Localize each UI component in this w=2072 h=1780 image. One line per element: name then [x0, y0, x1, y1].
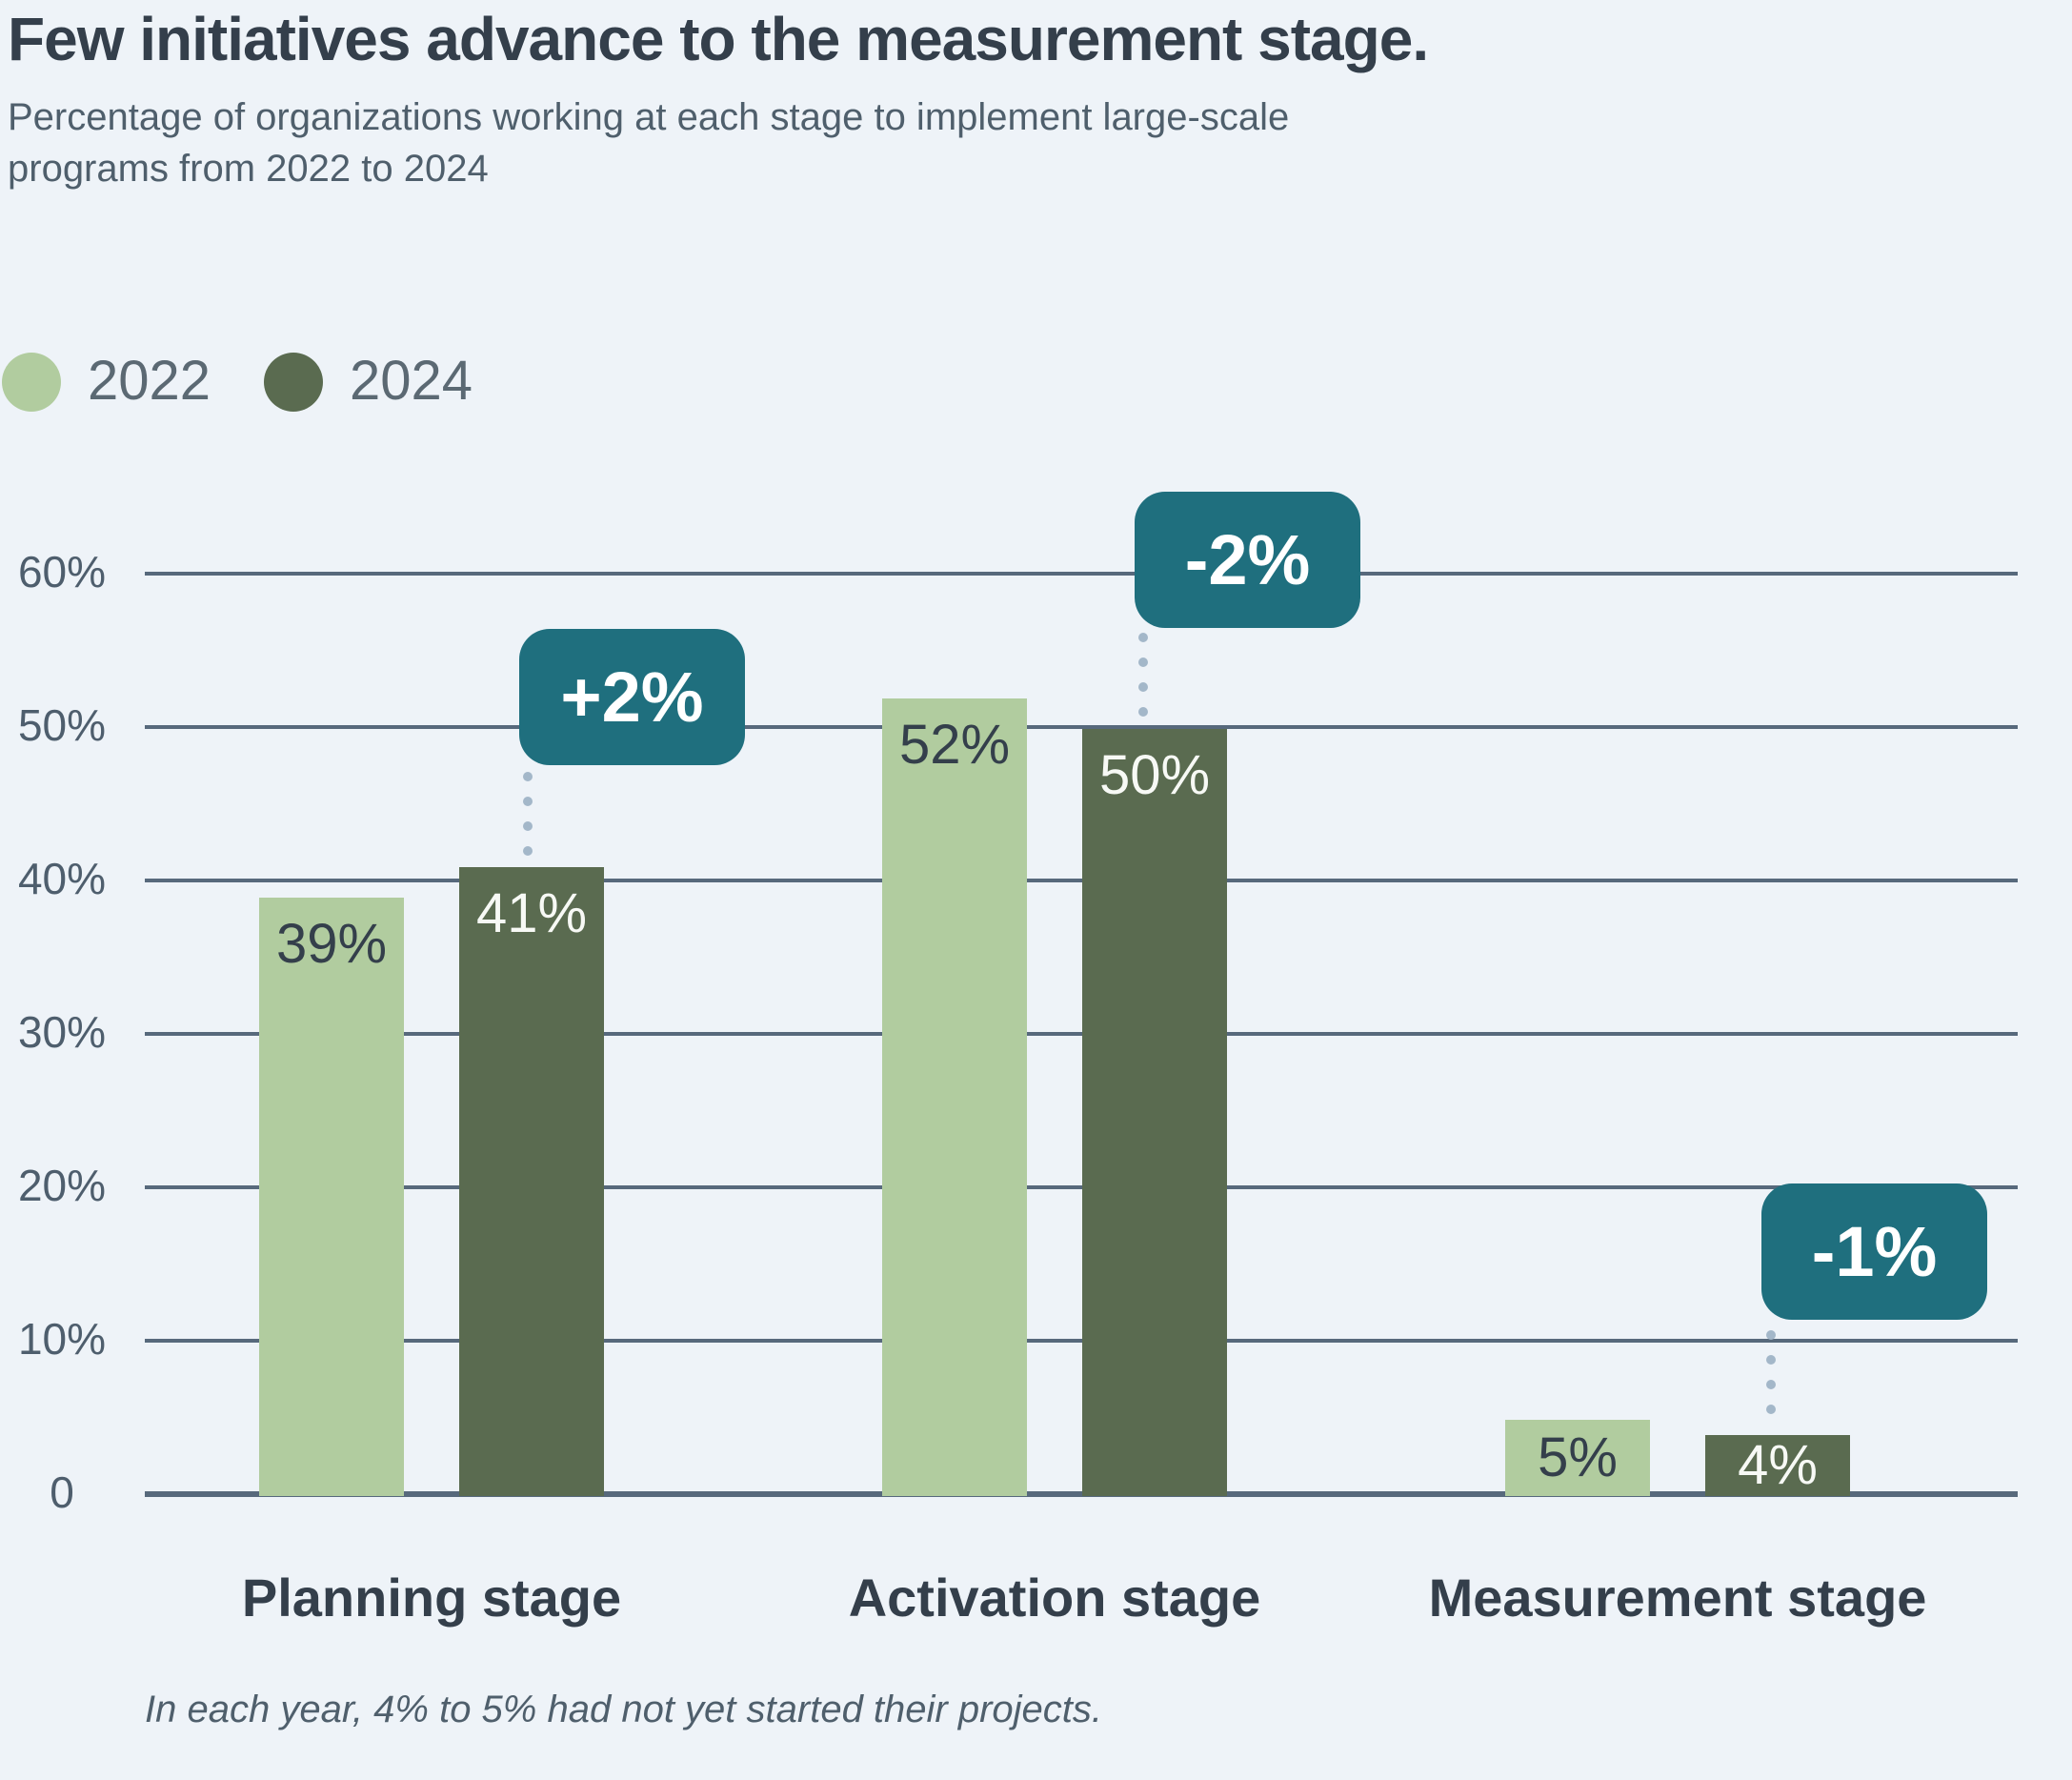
- gridline-60: [145, 572, 2018, 576]
- bar-measurement-2024: 4%: [1705, 1435, 1850, 1496]
- bar-value-label: 39%: [275, 913, 388, 975]
- x-category-label-measurement: Measurement stage: [1428, 1568, 1927, 1628]
- dotted-connector: [523, 772, 533, 856]
- bar-planning-2024: 41%: [459, 867, 604, 1496]
- y-tick-label: 30%: [17, 1007, 107, 1057]
- connector-dot: [1138, 707, 1148, 717]
- axis-baseline: [145, 1491, 2018, 1497]
- bar-value-label: 41%: [475, 882, 588, 944]
- legend-label-2022: 2022: [88, 350, 211, 412]
- delta-badge-measurement: -1%: [1761, 1183, 1987, 1320]
- bar-measurement-2022: 5%: [1505, 1420, 1650, 1496]
- connector-dot: [1766, 1330, 1776, 1340]
- y-tick-label: 40%: [17, 854, 107, 903]
- connector-dot: [1766, 1405, 1776, 1414]
- bar-activation-2024: 50%: [1082, 729, 1227, 1496]
- connector-dot: [1138, 633, 1148, 642]
- connector-dot: [1766, 1380, 1776, 1389]
- page-title: Few initiatives advance to the measureme…: [8, 5, 1429, 73]
- connector-dot: [1138, 682, 1148, 692]
- bar-planning-2022: 39%: [259, 898, 404, 1496]
- connector-dot: [523, 821, 533, 831]
- y-tick-label: 50%: [17, 700, 107, 750]
- connector-dot: [523, 797, 533, 806]
- gridline-20: [145, 1185, 2018, 1189]
- footnote: In each year, 4% to 5% had not yet start…: [145, 1689, 1103, 1730]
- delta-badge-activation: -2%: [1135, 492, 1360, 628]
- y-tick-label: 0: [50, 1467, 74, 1517]
- bar-value-label: 52%: [898, 714, 1011, 776]
- x-category-label-activation: Activation stage: [848, 1568, 1261, 1628]
- connector-dot: [1138, 657, 1148, 667]
- gridline-10: [145, 1339, 2018, 1343]
- delta-badge-planning: +2%: [519, 629, 745, 765]
- y-tick-label: 20%: [17, 1161, 107, 1210]
- chart-subtitle: Percentage of organizations working at e…: [8, 96, 1290, 190]
- connector-dot: [1766, 1355, 1776, 1365]
- connector-dot: [523, 846, 533, 856]
- y-tick-label: 10%: [17, 1314, 107, 1364]
- x-category-label-planning: Planning stage: [241, 1568, 622, 1628]
- y-tick-label: 60%: [17, 547, 107, 597]
- dotted-connector: [1138, 633, 1148, 717]
- connector-dot: [523, 772, 533, 781]
- bar-value-label: 4%: [1738, 1434, 1818, 1496]
- legend-swatch-2022: [2, 353, 61, 412]
- bar-value-label: 50%: [1098, 744, 1211, 806]
- gridline-30: [145, 1032, 2018, 1036]
- legend-label-2024: 2024: [350, 350, 473, 412]
- bar-activation-2022: 52%: [882, 698, 1027, 1496]
- gridline-50: [145, 725, 2018, 729]
- legend-swatch-2024: [264, 353, 323, 412]
- bar-value-label: 5%: [1538, 1426, 1618, 1488]
- dotted-connector: [1766, 1330, 1776, 1414]
- gridline-40: [145, 879, 2018, 882]
